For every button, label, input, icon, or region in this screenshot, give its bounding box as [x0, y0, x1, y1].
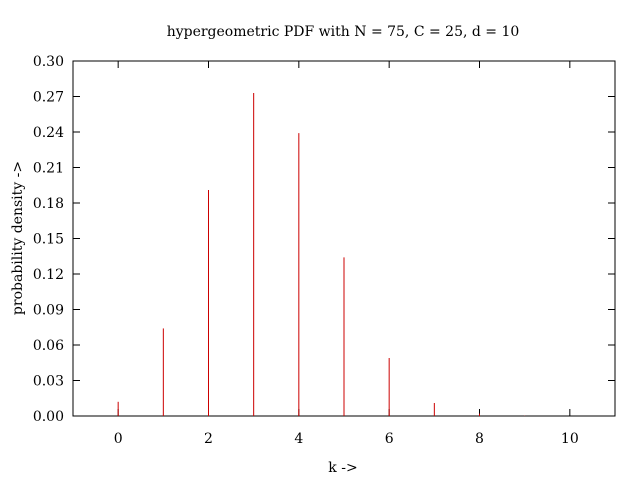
axis-ticks: 0.00 0.03 0.06 0.09 0.12 0.15 0.18 0.21 0.24 0.27…: [33, 54, 615, 447]
y-tick-label: 0.27: [33, 90, 64, 106]
x-axis-label: k ->: [328, 460, 357, 476]
y-tick-label: 0.24: [33, 125, 64, 141]
y-tick-label: 0.00: [33, 409, 64, 425]
y-tick-label: 0.09: [33, 303, 64, 319]
x-tick-label: 4: [294, 431, 303, 447]
y-tick-label: 0.12: [33, 267, 64, 283]
x-tick-label: 6: [385, 431, 394, 447]
x-tick-label: 2: [204, 431, 213, 447]
y-tick-label: 0.03: [33, 374, 64, 390]
y-axis-label: probability density ->: [10, 161, 26, 315]
y-tick-label: 0.30: [33, 54, 64, 70]
data-series: [117, 92, 571, 416]
y-tick-label: 0.06: [33, 338, 64, 354]
y-tick-label: 0.21: [33, 161, 64, 177]
x-tick-label: 0: [114, 431, 123, 447]
y-tick-label: 0.15: [33, 232, 64, 248]
x-tick-label: 10: [561, 431, 579, 447]
y-tick-label: 0.18: [33, 196, 64, 212]
chart-title: hypergeometric PDF with N = 75, C = 25, …: [167, 24, 520, 40]
x-tick-label: 8: [475, 431, 484, 447]
